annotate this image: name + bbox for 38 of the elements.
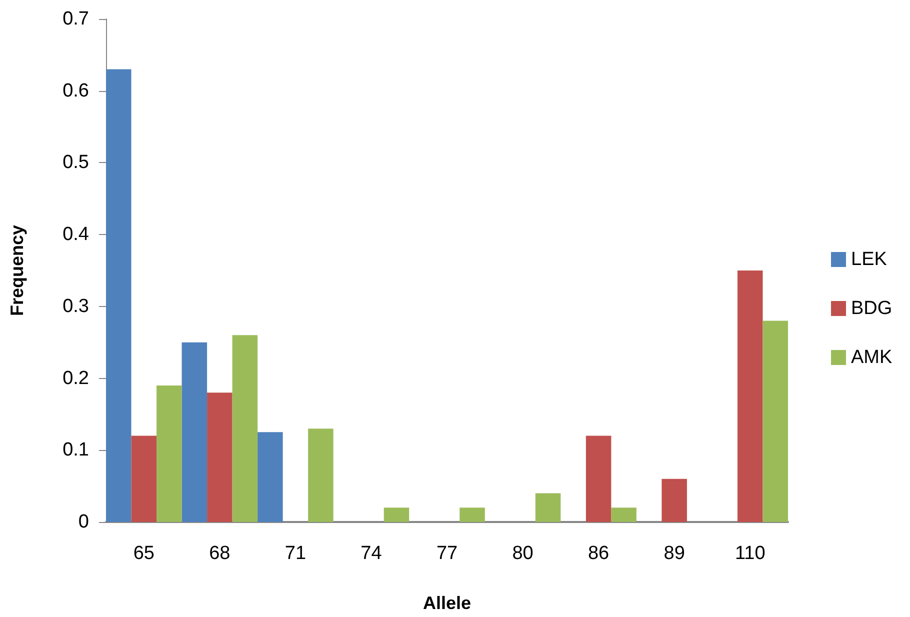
y-tick-label: 0.1: [62, 440, 89, 461]
bar: [182, 342, 208, 522]
bar: [258, 432, 283, 522]
bar: [308, 428, 334, 522]
x-tick-label: 68: [209, 543, 230, 564]
y-tick-label: 0.4: [62, 224, 90, 246]
bar: [535, 493, 561, 522]
y-axis-title: Frequency: [7, 224, 27, 316]
bar: [232, 335, 258, 522]
legend-label: LEK: [851, 249, 888, 270]
x-tick-label: 71: [284, 543, 306, 564]
bar: [662, 478, 687, 522]
bar: [156, 385, 182, 522]
x-tick-label: 65: [133, 543, 154, 564]
y-tick-label: 0.7: [62, 8, 89, 30]
x-tick-label: 86: [588, 543, 610, 564]
legend-label: AMK: [851, 347, 892, 368]
bar: [207, 392, 232, 522]
bar: [106, 69, 132, 522]
y-tick-label: 0.3: [62, 296, 89, 317]
y-tick-label: 0.6: [62, 80, 89, 102]
bar: [737, 270, 763, 522]
y-tick-label: 0.2: [62, 368, 89, 389]
y-tick-label: 0: [78, 512, 89, 532]
bar: [586, 436, 612, 522]
x-tick-label: 80: [512, 543, 534, 564]
x-tick-label: 77: [436, 543, 458, 564]
x-tick-label: 74: [360, 543, 382, 564]
x-axis-title: Allele: [422, 593, 472, 613]
legend-label: BDG: [851, 298, 892, 319]
bar: [762, 320, 788, 522]
x-tick-label: 89: [664, 543, 685, 564]
bar: [611, 508, 636, 522]
y-tick-label: 0.5: [62, 152, 89, 174]
x-tick-label: 110: [734, 543, 766, 564]
bar: [131, 436, 157, 522]
bar: [384, 508, 410, 522]
bar: [460, 508, 485, 522]
